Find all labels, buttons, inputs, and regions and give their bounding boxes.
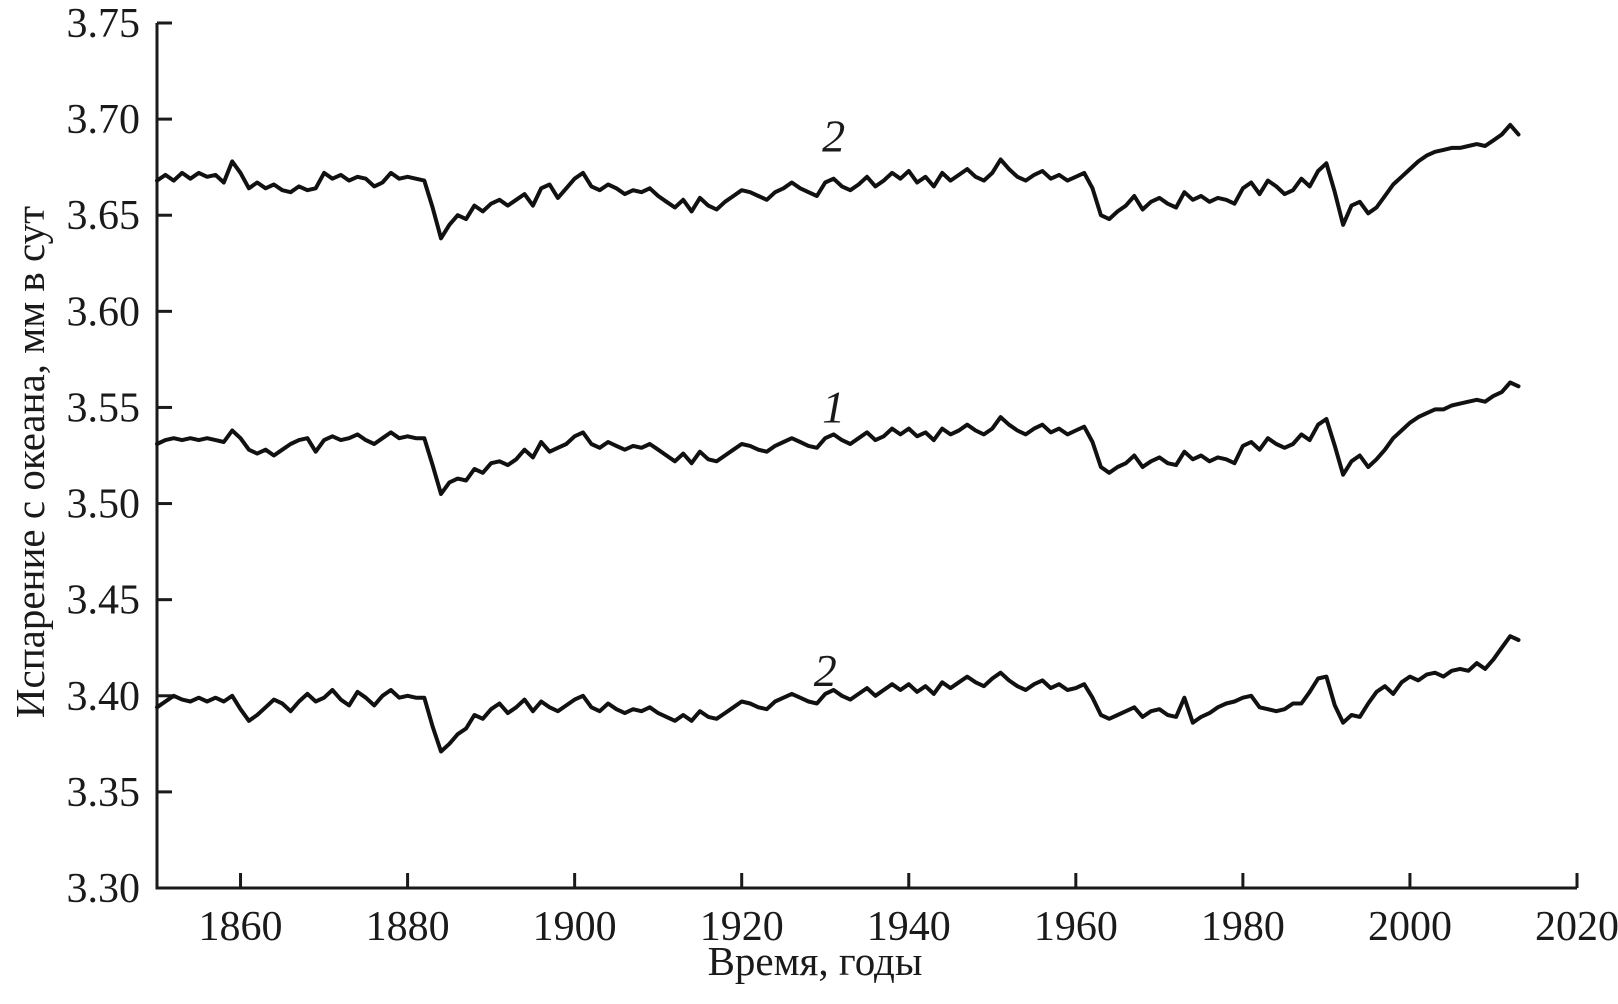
x-tick-label: 1960 [1034, 904, 1118, 950]
y-tick-label: 3.50 [67, 482, 141, 528]
y-tick-label: 3.30 [67, 866, 141, 912]
x-axis-title: Время, годы [707, 938, 923, 984]
y-tick-label: 3.45 [67, 578, 141, 624]
y-tick-label: 3.35 [67, 770, 141, 816]
curve-label-lower: 2 [814, 645, 837, 696]
x-tick-label: 1900 [533, 904, 617, 950]
x-tick-label: 2000 [1368, 904, 1452, 950]
x-tick-label: 2020 [1535, 904, 1618, 950]
x-tick-label: 1920 [700, 904, 784, 950]
y-axis-title: Испарение с океана, мм в сут [7, 205, 53, 719]
curve-middle [155, 380, 1521, 496]
y-tick-label: 3.55 [67, 385, 141, 431]
curve-lower [155, 634, 1521, 754]
x-tick-label: 1860 [199, 904, 283, 950]
curve-label-upper: 2 [822, 110, 845, 161]
curve-upper [155, 122, 1521, 241]
x-tick-label: 1940 [867, 904, 951, 950]
axes-spines [155, 23, 1577, 890]
y-tick-label: 3.40 [67, 674, 141, 720]
y-tick-label: 3.70 [67, 97, 141, 143]
curve-label-middle: 1 [822, 381, 845, 432]
y-tick-label: 3.60 [67, 289, 141, 335]
y-tick-label: 3.65 [67, 193, 141, 239]
x-tick-label: 1880 [366, 904, 450, 950]
y-tick-label: 3.75 [67, 1, 141, 47]
x-tick-label: 1980 [1201, 904, 1285, 950]
